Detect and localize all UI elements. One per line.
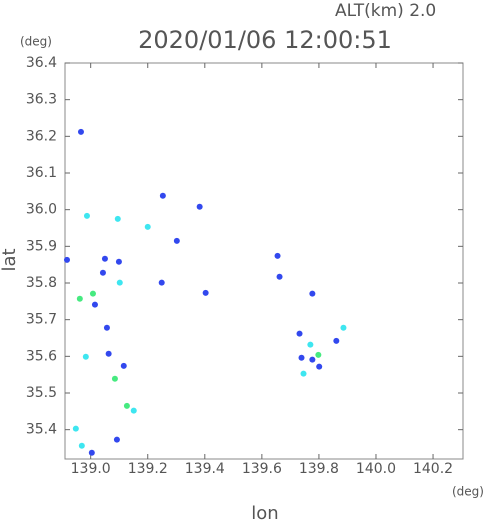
y-tick-label: 35.4 — [26, 422, 57, 438]
echo-cell — [159, 192, 166, 199]
echo-cell — [89, 290, 96, 297]
echo-cell — [123, 402, 130, 409]
echo-cell — [158, 279, 165, 286]
echo-cell — [78, 442, 85, 449]
echo-cell — [316, 363, 323, 370]
y-tick-label: 35.7 — [26, 312, 57, 328]
echo-cell — [307, 341, 314, 348]
y-tick-label: 35.8 — [26, 275, 57, 291]
echo-cell — [111, 375, 118, 382]
y-axis-label: lat — [0, 248, 20, 271]
echo-cell — [88, 449, 95, 456]
y-tick-label: 35.6 — [26, 348, 57, 364]
echo-cell — [309, 290, 316, 297]
y-tick-label: 36.0 — [26, 202, 57, 218]
y-tick-label: 36.2 — [26, 128, 57, 144]
y-tick-label: 35.9 — [26, 238, 57, 254]
x-tick-label: 139.6 — [242, 461, 282, 477]
echo-cell — [72, 425, 79, 432]
y-tick-label: 36.4 — [26, 55, 57, 71]
y-tick-label: 36.1 — [26, 165, 57, 181]
x-tick-label: 140.0 — [356, 461, 396, 477]
altitude: ALT(km) 2.0 — [335, 1, 436, 21]
y-tick-label: 35.5 — [26, 385, 57, 401]
echo-cell — [296, 330, 303, 337]
echo-cell — [274, 252, 281, 259]
x-tick-label: 139.8 — [299, 461, 339, 477]
echo-cell — [300, 370, 307, 377]
echo-cell — [120, 362, 127, 369]
echo-cell — [116, 279, 123, 286]
echo-cell — [333, 337, 340, 344]
echo-cell — [298, 354, 305, 361]
echo-cell — [309, 356, 316, 363]
x-tick-label: 139.2 — [128, 461, 168, 477]
x-unit: (deg) — [452, 485, 484, 499]
echo-cell — [113, 436, 120, 443]
plot-frame — [64, 62, 464, 460]
echo-cell — [144, 223, 151, 230]
y-tick-label: 36.3 — [26, 92, 57, 108]
chart-title: 2020/01/06 12:00:51 — [138, 26, 392, 54]
echo-cell — [115, 258, 122, 265]
echo-cell — [103, 324, 110, 331]
x-tick-label: 140.2 — [413, 461, 453, 477]
echo-cell — [276, 273, 283, 280]
echo-cell — [202, 289, 209, 296]
echo-cell — [196, 203, 203, 210]
echo-cell — [173, 237, 180, 244]
echo-cell — [77, 128, 84, 135]
echo-cell — [83, 212, 90, 219]
echo-cell — [76, 295, 83, 302]
echo-cell — [82, 353, 89, 360]
echo-cell — [101, 255, 108, 262]
echo-cell — [130, 407, 137, 414]
x-tick-label: 139.4 — [185, 461, 225, 477]
echo-cell — [315, 351, 322, 358]
y-unit: (deg) — [20, 35, 52, 49]
echo-cell — [105, 350, 112, 357]
echo-cell — [91, 301, 98, 308]
x-axis-label: lon — [251, 503, 278, 521]
echo-cell — [340, 324, 347, 331]
echo-cell — [63, 256, 70, 263]
x-tick-label: 139.0 — [71, 461, 111, 477]
echo-cell — [99, 269, 106, 276]
echo-cell — [114, 215, 121, 222]
